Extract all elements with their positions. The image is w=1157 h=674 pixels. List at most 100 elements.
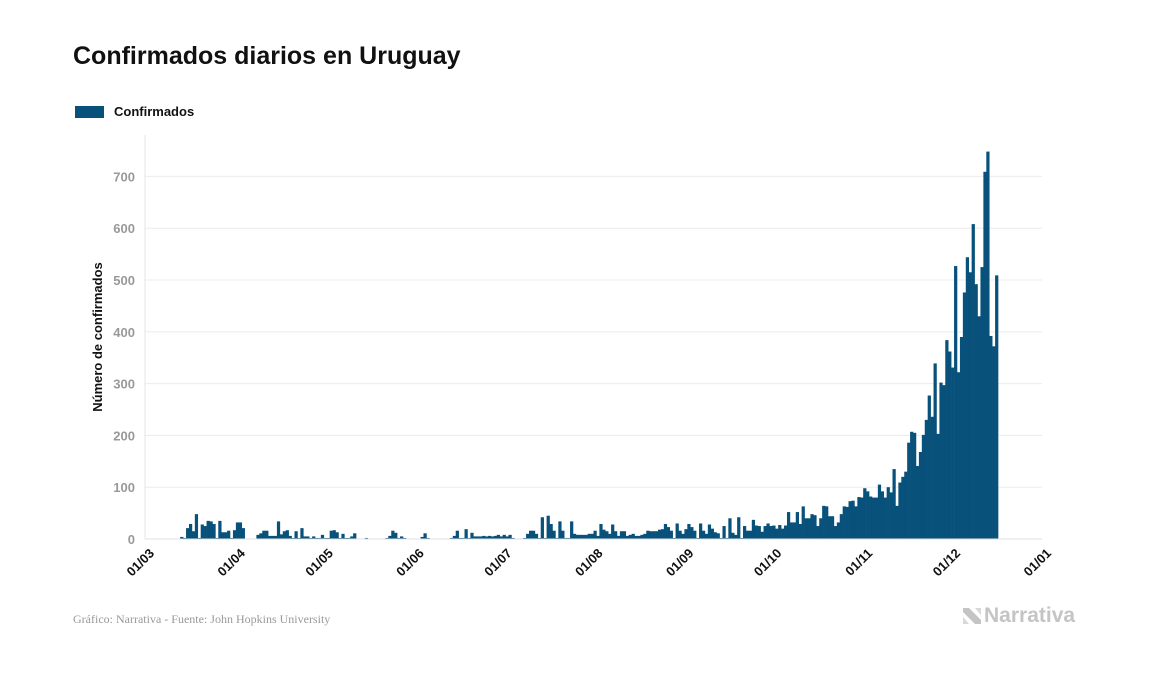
- bar: [350, 536, 354, 539]
- bar: [707, 524, 712, 539]
- bar: [221, 532, 225, 539]
- bar: [880, 491, 885, 539]
- bar: [725, 537, 729, 539]
- bar: [634, 535, 638, 539]
- chart-title: Confirmados diarios en Uruguay: [73, 42, 461, 70]
- bar: [391, 530, 395, 539]
- bar: [845, 506, 849, 539]
- bar: [637, 535, 641, 539]
- bar: [191, 531, 196, 539]
- bar: [839, 514, 843, 539]
- narrativa-logo-icon: [963, 608, 981, 624]
- bar: [315, 537, 319, 539]
- bar: [930, 416, 934, 539]
- bar: [622, 531, 627, 539]
- bar: [487, 535, 492, 539]
- bar: [737, 517, 741, 539]
- bar: [775, 528, 779, 539]
- legend-swatch: [75, 105, 104, 118]
- bar: [572, 533, 577, 539]
- bar: [602, 529, 606, 539]
- bar: [652, 531, 656, 539]
- bar: [681, 533, 685, 539]
- bar: [810, 514, 814, 539]
- bar: [614, 531, 618, 539]
- bar: [546, 515, 550, 539]
- bar: [786, 512, 791, 539]
- bar: [792, 522, 797, 539]
- bar: [936, 433, 940, 539]
- bar: [883, 497, 887, 539]
- x-tick-label: 01/10: [751, 546, 785, 580]
- bar: [898, 482, 902, 539]
- bar: [745, 530, 750, 539]
- y-tick-label: 100: [113, 480, 135, 495]
- bar: [751, 519, 756, 539]
- bar: [816, 526, 820, 539]
- bar: [364, 537, 369, 539]
- bar: [596, 535, 600, 539]
- bar: [268, 535, 272, 539]
- bar: [866, 491, 870, 539]
- bar: [781, 528, 785, 539]
- bar: [567, 537, 571, 539]
- bar: [968, 272, 972, 539]
- bar: [871, 497, 876, 539]
- bar: [276, 521, 281, 539]
- bar: [265, 530, 269, 539]
- bar: [499, 536, 503, 539]
- logo-text: Narrativa: [984, 604, 1076, 627]
- bar: [915, 465, 920, 539]
- bar: [238, 522, 243, 539]
- bar: [329, 530, 333, 539]
- bar: [587, 533, 591, 539]
- bar: [778, 525, 782, 539]
- bar: [485, 536, 489, 539]
- bar: [886, 487, 890, 539]
- bar: [828, 516, 832, 539]
- bar: [581, 534, 586, 539]
- bar: [423, 533, 427, 539]
- bar: [696, 537, 700, 539]
- bar: [959, 337, 964, 539]
- bar: [789, 522, 794, 539]
- bar: [188, 523, 193, 539]
- bar: [616, 535, 621, 539]
- bar: [493, 535, 498, 539]
- bar: [212, 523, 216, 539]
- bar: [942, 385, 946, 539]
- bar: [655, 531, 659, 539]
- x-tick-label: 01/05: [302, 546, 336, 580]
- bar: [904, 471, 908, 539]
- x-tick-label: 01/08: [572, 546, 606, 580]
- bar: [895, 505, 899, 539]
- bar: [889, 492, 893, 539]
- bar: [200, 524, 204, 539]
- bar: [259, 533, 263, 539]
- bar: [795, 512, 799, 539]
- bar: [291, 537, 295, 539]
- bar: [877, 484, 882, 539]
- bar: [672, 537, 676, 539]
- bar: [977, 316, 981, 539]
- bar: [608, 533, 612, 539]
- bar: [455, 530, 459, 539]
- bar: [687, 523, 691, 539]
- bar: [974, 284, 978, 539]
- bar: [666, 527, 671, 539]
- bar: [660, 529, 665, 539]
- bar: [505, 536, 509, 539]
- bar: [740, 537, 744, 539]
- bar: [772, 525, 776, 539]
- y-tick-label: 0: [128, 532, 135, 547]
- bar: [197, 537, 201, 539]
- bar: [948, 351, 952, 539]
- bar: [282, 531, 287, 539]
- bar: [830, 516, 835, 539]
- bar: [951, 367, 955, 539]
- bar: [203, 526, 207, 539]
- source-note: Gráfico: Narrativa - Fuente: John Hopkin…: [73, 612, 331, 626]
- bar: [183, 537, 187, 539]
- bar: [822, 505, 826, 539]
- bar: [232, 530, 237, 539]
